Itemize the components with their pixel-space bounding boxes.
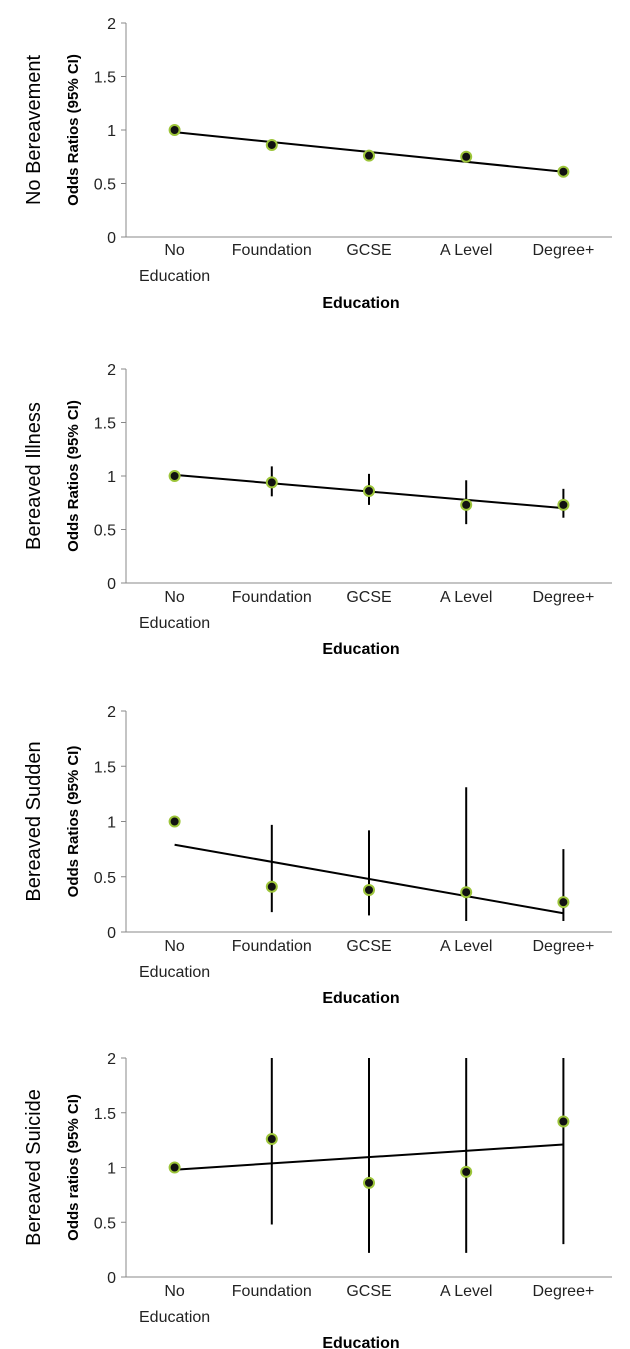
panel-1-data-point (460, 150, 473, 163)
panel-4-x-tick-label: A Level (440, 1283, 492, 1300)
panel-1-x-tick-label: A Level (440, 242, 492, 259)
panel-1-y-tick-label: 1 (107, 123, 116, 140)
panel-4-x-tick-label: Foundation (232, 1283, 312, 1300)
panel-2-data-point (363, 484, 375, 497)
panel-1-x-tick-label: GCSE (346, 242, 391, 259)
panel-3-x-tick-label: Foundation (232, 938, 312, 955)
panel-3-y-axis-title: Odds Ratios (95% CI) (65, 746, 82, 898)
panel-1-data-point (265, 138, 278, 151)
panel-3-x-tick-label: A Level (440, 938, 492, 955)
panel-3-y-tick-label: 0.5 (94, 870, 116, 887)
panel-2-x-tick-label: A Level (440, 589, 492, 606)
panel-1-x-axis-title: Education (322, 295, 399, 312)
panel-3-panel-title: Bereaved Sudden (23, 741, 45, 901)
panel-1-x-tick-label: No (164, 242, 185, 259)
panel-3-x-axis-title: Education (322, 990, 399, 1007)
panel-2-y-tick-label: 2 (107, 362, 116, 379)
panel-2-x-tick-label: GCSE (346, 589, 391, 606)
panel-1-y-tick-label: 0 (107, 230, 116, 247)
panel-3-data-point (460, 886, 473, 899)
panel-2-x-tick-label: Degree+ (532, 589, 594, 606)
panel-4-data-point (265, 1133, 278, 1146)
panel-2-data-point (265, 476, 278, 489)
panel-2-y-tick-label: 0.5 (94, 523, 116, 540)
panel-1-x-tick-label: Degree+ (532, 242, 594, 259)
panel-1-panel-title: No Bereavement (23, 55, 45, 206)
panel-3-y-tick-label: 2 (107, 704, 116, 721)
panel-4-y-axis-title: Odds ratios (95% CI) (65, 1094, 82, 1241)
panel-3-x-tick-label: No (164, 938, 185, 955)
panel-4-data-point (460, 1165, 473, 1178)
panel-4-trend-line (174, 1143, 564, 1171)
panel-2-y-tick-label: 0 (107, 576, 116, 593)
panel-3-trend-line (174, 843, 564, 915)
panel-2-y-axis-title: Odds Ratios (95% CI) (65, 400, 82, 552)
panel-4-x-tick-label: Education (139, 1309, 210, 1326)
panel-3-data-point (557, 896, 570, 909)
panel-1-data-point (168, 124, 181, 136)
panel-3-y-tick-label: 0 (107, 925, 116, 942)
panel-2-x-tick-label: Foundation (232, 589, 312, 606)
panel-4-data-point (168, 1161, 181, 1174)
panel-4-panel-title: Bereaved Suicide (23, 1089, 45, 1246)
panel-2-data-point (168, 470, 181, 482)
panel-4-x-tick-label: No (164, 1283, 185, 1300)
panel-1-data-point (363, 149, 375, 162)
panel-2-x-tick-label: No (164, 589, 185, 606)
panel-3-data-point (265, 880, 278, 893)
panel-3-x-tick-label: Degree+ (532, 938, 594, 955)
panel-2-y-tick-label: 1 (107, 469, 116, 486)
panel-3-y-tick-label: 1 (107, 815, 116, 832)
panel-1-y-tick-label: 1.5 (94, 70, 116, 87)
panel-4-y-tick-label: 2 (107, 1051, 116, 1068)
panel-1-y-axis-title: Odds Ratios (95% CI) (65, 54, 82, 206)
panel-2-data-point (557, 498, 570, 511)
panel-4-data-point (363, 1176, 375, 1189)
panel-1-x-tick-label: Foundation (232, 242, 312, 259)
panel-4-x-tick-label: GCSE (346, 1283, 391, 1300)
panel-4-x-axis-title: Education (322, 1335, 399, 1349)
panel-1-y-tick-label: 2 (107, 16, 116, 33)
panel-1-y-tick-label: 0.5 (94, 177, 116, 194)
panel-2-x-axis-title: Education (322, 641, 399, 658)
panel-3-data-point (363, 884, 375, 897)
panel-4-y-tick-label: 0 (107, 1270, 116, 1287)
panel-3-x-tick-label: Education (139, 964, 210, 981)
panel-3-x-tick-label: GCSE (346, 938, 391, 955)
panel-2-y-tick-label: 1.5 (94, 416, 116, 433)
panel-4-data-point (557, 1115, 570, 1128)
panel-4-y-tick-label: 0.5 (94, 1215, 116, 1232)
panel-1-data-point (557, 165, 570, 178)
panel-2-panel-title: Bereaved Illness (23, 402, 45, 550)
panel-4-y-tick-label: 1.5 (94, 1106, 116, 1123)
panel-1-x-tick-label: Education (139, 268, 210, 285)
panel-2-x-tick-label: Education (139, 615, 210, 632)
panel-3-data-point (168, 815, 181, 828)
panel-4-y-tick-label: 1 (107, 1161, 116, 1178)
panel-2-data-point (460, 498, 473, 511)
panel-3-y-tick-label: 1.5 (94, 759, 116, 776)
panel-4-x-tick-label: Degree+ (532, 1283, 594, 1300)
